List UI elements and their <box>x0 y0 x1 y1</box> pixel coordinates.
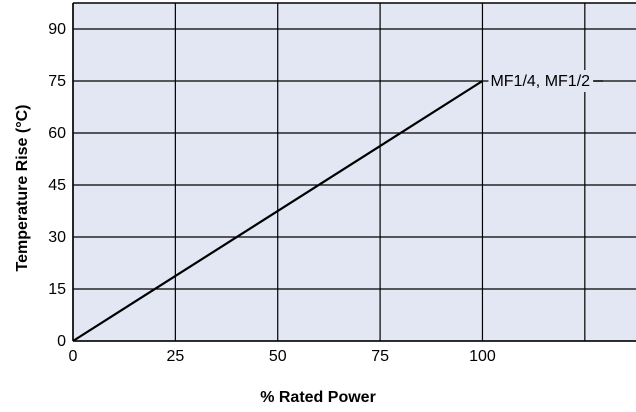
x-tick-label: 75 <box>371 348 389 365</box>
x-tick-label: 25 <box>166 348 184 365</box>
y-tick-label: 60 <box>48 125 66 142</box>
series-line <box>72 80 484 342</box>
series-label-background <box>488 70 595 92</box>
y-tick-label: 0 <box>57 333 66 350</box>
y-tick-labels: 0 15 30 45 60 75 90 <box>48 21 66 350</box>
x-tick-label: 100 <box>469 348 496 365</box>
y-tick-label: 90 <box>48 21 66 38</box>
y-tick-label: 75 <box>48 73 66 90</box>
series-label: MF1/4, MF1/2 <box>490 73 590 90</box>
plot-border <box>72 2 636 342</box>
plot-area <box>73 3 636 341</box>
x-tick-labels: 0 25 50 75 100 <box>69 348 496 365</box>
x-tick-label: 0 <box>69 348 78 365</box>
x-tick-label: 50 <box>269 348 287 365</box>
series-lines <box>72 80 484 342</box>
y-axis-title: Temperature Rise (°C) <box>14 104 31 271</box>
y-tick-label: 15 <box>48 281 66 298</box>
grid-lines <box>72 3 636 342</box>
y-tick-label: 30 <box>48 229 66 246</box>
y-tick-label: 45 <box>48 177 66 194</box>
series-labels: MF1/4, MF1/2 <box>488 70 604 92</box>
x-axis-title: % Rated Power <box>260 389 376 406</box>
